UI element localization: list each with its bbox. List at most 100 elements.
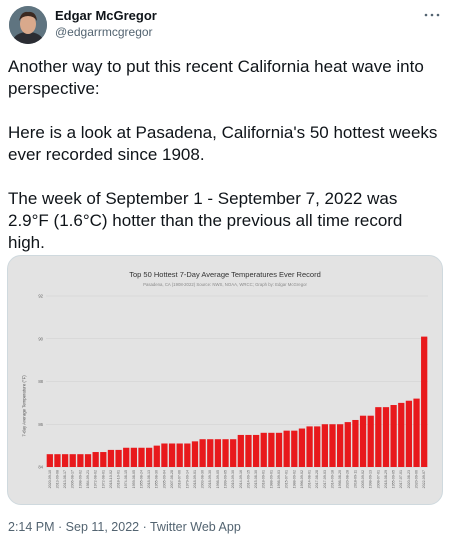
chart-bar bbox=[306, 426, 313, 467]
chart-bar bbox=[146, 447, 153, 467]
chart-x-tick-label: 2010-09-30 bbox=[231, 470, 235, 488]
chart-x-tick-label: 2018-10-01 bbox=[117, 470, 121, 488]
chart-bar bbox=[222, 439, 229, 467]
chart-bar bbox=[275, 432, 283, 467]
chart-x-tick-label: 2015-07-01 bbox=[285, 470, 289, 488]
chart-x-tick-label: 1998-09-13 bbox=[369, 470, 373, 488]
chart-bar bbox=[352, 419, 359, 467]
chart-bar bbox=[245, 434, 252, 467]
chart-bar bbox=[199, 439, 206, 467]
chart-bar bbox=[184, 443, 191, 467]
chart-y-tick-label: 92 bbox=[38, 294, 43, 299]
chart-bar bbox=[260, 432, 267, 467]
avatar[interactable] bbox=[9, 6, 47, 44]
chart-x-tick-label: 2018-09-01 bbox=[262, 470, 266, 488]
chart-x-tick-label: 1955-09-05 bbox=[392, 470, 396, 488]
chart-x-tick-label: 1959-08-05 bbox=[132, 470, 136, 488]
chart-x-tick-label: 1998-09-05 bbox=[216, 470, 220, 488]
chart-bar bbox=[84, 454, 92, 467]
chart-x-tick-label: 2014-08-01 bbox=[308, 470, 312, 488]
chart-y-tick-label: 84 bbox=[38, 465, 43, 470]
chart-y-tick-label: 90 bbox=[38, 336, 43, 341]
more-options-button[interactable] bbox=[420, 6, 444, 24]
chart-bar bbox=[61, 454, 69, 467]
chart-bar bbox=[359, 415, 367, 467]
chart-x-tick-label: 1955-08-24 bbox=[139, 470, 143, 488]
chart-x-tick-label: 2015-08-30 bbox=[254, 470, 258, 488]
chart-x-tick-label: 2018-09-11 bbox=[353, 470, 357, 488]
chart-bar bbox=[291, 430, 298, 467]
chart-x-tick-label: 2018-08-29 bbox=[384, 470, 388, 488]
chart-x-tick-label: 2006-08-17 bbox=[71, 470, 75, 488]
chart-bar bbox=[321, 424, 328, 467]
chart-bar bbox=[314, 426, 321, 467]
chart-x-tick-label: 2014-09-15 bbox=[246, 470, 250, 488]
chart-bar bbox=[329, 424, 336, 467]
chart-x-tick-label: 1979-09-14 bbox=[185, 470, 189, 488]
chart-x-tick-label: 2018-07-06 bbox=[178, 470, 182, 488]
chart-x-tick-label: 1984-09-21 bbox=[86, 470, 90, 488]
author-handle[interactable]: @edgarrmcgregor bbox=[55, 25, 153, 39]
chart-bar bbox=[115, 449, 122, 467]
chart-bar bbox=[130, 447, 137, 467]
chart-x-tick-label: 2003-08-30 bbox=[201, 470, 205, 488]
chart-bar bbox=[207, 439, 214, 467]
chart-bar bbox=[367, 415, 374, 467]
chart-bar bbox=[77, 454, 84, 467]
chart-x-tick-label: 2005-09-02 bbox=[361, 470, 365, 488]
chart-bar bbox=[191, 441, 199, 467]
chart-bar bbox=[390, 405, 397, 467]
chart-x-tick-label: 2017-07-01 bbox=[399, 470, 403, 488]
chart-bar bbox=[161, 443, 168, 467]
chart-x-tick-label: 1955-08-30 bbox=[155, 470, 159, 488]
chart-bar bbox=[237, 434, 244, 467]
chart-bar bbox=[176, 443, 183, 467]
chart-bar bbox=[268, 432, 275, 467]
chart-x-tick-label: 1998-09-03 bbox=[277, 470, 281, 488]
chart-x-tick-label: 1988-09-02 bbox=[292, 470, 296, 488]
chart-x-tick-label: 2020-09-10 bbox=[48, 470, 52, 488]
chart-x-tick-label: 1998-08-20 bbox=[338, 470, 342, 488]
chart-bar bbox=[138, 447, 145, 467]
chart-bar bbox=[398, 402, 405, 468]
tweet-timestamp[interactable]: 2:14 PM · Sep 11, 2022 · Twitter Web App bbox=[8, 520, 241, 534]
chart-bar bbox=[405, 400, 413, 467]
chart-x-tick-label: 2007-08-28 bbox=[170, 470, 174, 488]
chart-bar bbox=[252, 434, 260, 467]
tweet-media-chart[interactable]: Top 50 Hottest 7-Day Average Temperature… bbox=[7, 255, 443, 505]
chart-x-tick-label: 2020-09-06 bbox=[414, 470, 418, 488]
chart-bar bbox=[107, 449, 115, 467]
chart-bar bbox=[283, 430, 290, 467]
chart-title: Top 50 Hottest 7-Day Average Temperature… bbox=[129, 270, 321, 279]
chart-bar bbox=[344, 422, 351, 467]
chart-bar bbox=[375, 407, 382, 467]
chart-x-tick-label: 2005-09-04 bbox=[162, 470, 166, 488]
chart-x-tick-label: 2018-08-13 bbox=[147, 470, 151, 488]
chart-bar bbox=[298, 428, 306, 467]
chart-x-tick-label: 2018-09-30 bbox=[208, 470, 212, 488]
chart-y-tick-label: 86 bbox=[38, 422, 43, 427]
chart-x-tick-label: 2014-09-16 bbox=[239, 470, 243, 488]
chart-bar bbox=[123, 447, 130, 467]
author-name[interactable]: Edgar McGregor bbox=[55, 8, 157, 23]
tweet-paragraph: Here is a look at Pasadena, California's… bbox=[8, 123, 438, 164]
chart-x-tick-label: 1972-08-02 bbox=[94, 470, 98, 488]
chart-y-tick-label: 88 bbox=[38, 379, 43, 384]
chart-x-tick-label: 2018-09-01 bbox=[193, 470, 197, 488]
chart-bar bbox=[54, 454, 61, 467]
chart-x-tick-label: 1999-09-05 bbox=[223, 470, 227, 488]
chart-x-tick-label: 2008-07-01 bbox=[376, 470, 380, 488]
chart-x-tick-label: 2020-08-28 bbox=[346, 470, 350, 488]
chart-x-tick-label: 2013-09-08 bbox=[55, 470, 59, 488]
chart-bar bbox=[100, 452, 107, 467]
chart-x-tick-label: 1996-09-02 bbox=[300, 470, 304, 488]
chart-x-tick-label: 1972-08-01 bbox=[101, 470, 105, 488]
more-horizontal-icon bbox=[424, 13, 440, 17]
chart-x-tick-label: 2020-08-23 bbox=[407, 470, 411, 488]
avatar-photo bbox=[9, 6, 47, 44]
chart-x-tick-label: 2017-08-28 bbox=[315, 470, 319, 488]
chart-x-tick-label: 2017-09-03 bbox=[323, 470, 327, 488]
chart-x-tick-label: 2018-10-02 bbox=[109, 470, 113, 488]
chart-x-tick-label: 2022-09-07 bbox=[422, 470, 426, 488]
chart-bar bbox=[46, 454, 53, 467]
